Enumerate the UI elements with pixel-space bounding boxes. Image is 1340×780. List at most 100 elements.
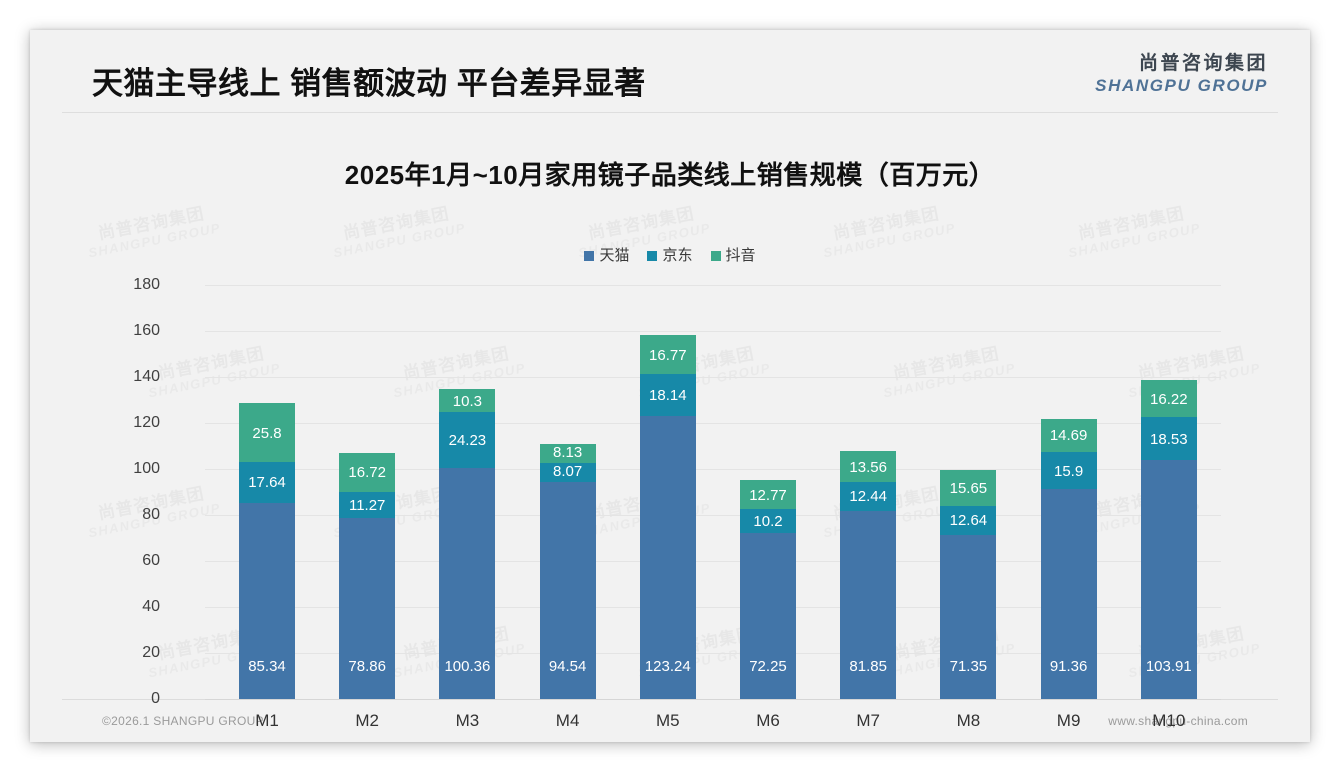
bar-segment-天猫[interactable]: 85.34: [239, 502, 295, 699]
x-axis-tick-label: M7: [856, 711, 880, 730]
bar-value-label: 17.64: [248, 474, 286, 492]
y-axis-tick-label: 120: [133, 414, 160, 431]
bar-segment-京东[interactable]: 18.14: [639, 373, 696, 416]
bar-segment-抖音[interactable]: 10.3: [439, 388, 496, 413]
y-axis-tick-label: 160: [133, 322, 160, 339]
bar-value-label: 16.72: [348, 464, 386, 482]
bar-value-label: 11.27: [348, 496, 386, 514]
bar-segment-京东[interactable]: 17.64: [239, 462, 295, 503]
bar-segment-抖音[interactable]: 15.65: [940, 469, 997, 506]
bar-value-label: 13.56: [849, 458, 887, 476]
bar-group-m10[interactable]: 103.91 18.53 16.22: [1140, 380, 1197, 699]
bar-segment-京东[interactable]: 11.27: [339, 491, 396, 518]
bar-group-m1[interactable]: 85.34 17.64 25.8: [239, 402, 295, 699]
bar-segment-天猫[interactable]: 91.36: [1040, 488, 1097, 699]
y-axis-tick-label: 100: [133, 460, 160, 477]
bar-segment-天猫[interactable]: 100.36: [439, 468, 496, 699]
bar-segment-天猫[interactable]: 94.54: [539, 481, 596, 699]
footer-website[interactable]: www.shangpu-china.com: [1108, 714, 1248, 728]
bar-value-label: 10.3: [452, 392, 482, 410]
bar-group-m6[interactable]: 72.25 10.2 12.77: [740, 480, 796, 699]
y-axis-tick-label: 80: [142, 506, 160, 523]
legend-label: 抖音: [725, 247, 756, 264]
bar-value-label: 15.65: [949, 479, 988, 497]
gridline: [205, 515, 1221, 516]
bar-value-label: 8.13: [552, 444, 583, 461]
chart-title: 2025年1月~10月家用镜子品类线上销售规模（百万元）: [344, 160, 996, 190]
gridline: [205, 331, 1221, 332]
bar-segment-抖音[interactable]: 16.77: [639, 335, 696, 374]
bar-segment-天猫[interactable]: 78.86: [339, 517, 396, 699]
logo-text-cn: 尚普咨询集团: [1138, 53, 1268, 74]
legend-label: 京东: [662, 247, 693, 264]
bar-segment-天猫[interactable]: 123.24: [639, 415, 696, 699]
bar-segment-抖音[interactable]: 25.8: [239, 402, 295, 463]
page-title: 天猫主导线上 销售额波动 平台差异显著: [92, 66, 646, 101]
bar-group-m9[interactable]: 91.36 15.9 14.69: [1040, 418, 1097, 699]
legend-swatch-icon: [584, 251, 595, 261]
x-axis-tick-label: M9: [1056, 711, 1081, 730]
bar-group-m8[interactable]: 71.35 12.64 15.65: [940, 469, 997, 699]
x-axis-tick-label: M5: [655, 711, 680, 730]
chart-container: 尚普咨询集团 SHANGPU GROUP 尚普咨询集团 SHANGPU GROUP 尚普…: [30, 114, 1310, 730]
legend-swatch-icon: [647, 251, 658, 261]
bar-value-label: 16.22: [1150, 390, 1188, 408]
bar-group-m5[interactable]: 123.24 18.14 16.77: [639, 335, 696, 699]
bar-value-label: 71.35: [949, 658, 988, 675]
bar-segment-抖音[interactable]: 16.22: [1140, 380, 1197, 418]
bar-segment-天猫[interactable]: 81.85: [840, 510, 897, 699]
bar-group-m2[interactable]: 78.86 11.27 16.72: [339, 453, 396, 699]
chart-legend: 天猫 京东 抖音: [30, 244, 1310, 265]
bar-segment-京东[interactable]: 24.23: [439, 412, 496, 469]
logo-text-en: SHANGPU GROUP: [1095, 76, 1268, 95]
x-axis-tick-label: M1: [255, 711, 279, 730]
x-axis-tick-label: M10: [1152, 711, 1186, 730]
bar-value-label: 25.8: [252, 424, 282, 442]
bar-segment-天猫[interactable]: 71.35: [940, 534, 997, 699]
gridline: [205, 653, 1221, 654]
bar-segment-京东[interactable]: 12.64: [940, 505, 997, 535]
bar-segment-抖音[interactable]: 14.69: [1040, 418, 1097, 453]
bar-value-label: 12.44: [849, 488, 887, 506]
bar-value-label: 85.34: [248, 658, 286, 675]
bar-segment-天猫[interactable]: 103.91: [1140, 460, 1197, 699]
bar-value-label: 72.25: [749, 658, 787, 675]
bar-group-m3[interactable]: 100.36 24.23 10.3: [439, 388, 496, 699]
slide-canvas: 天猫主导线上 销售额波动 平台差异显著 尚普咨询集团 SHANGPU GROUP…: [30, 30, 1310, 742]
bar-segment-抖音[interactable]: 13.56: [840, 450, 897, 483]
bar-segment-京东[interactable]: 18.53: [1140, 417, 1197, 461]
bar-value-label: 94.54: [548, 658, 587, 675]
bar-segment-京东[interactable]: 8.07: [539, 462, 596, 482]
bar-value-label: 8.07: [552, 462, 583, 480]
y-axis-tick-label: 0: [151, 690, 160, 707]
bar-segment-京东[interactable]: 15.9: [1040, 452, 1097, 489]
bar-segment-京东[interactable]: 12.44: [840, 482, 897, 511]
bar-segment-抖音[interactable]: 12.77: [740, 480, 796, 510]
footer-copyright: ©2026.1 SHANGPU GROUP: [102, 714, 264, 728]
bar-value-label: 100.36: [444, 658, 491, 675]
bar-value-label: 24.23: [448, 432, 487, 450]
bar-value-label: 123.24: [644, 658, 691, 675]
bar-segment-抖音[interactable]: 8.13: [539, 444, 596, 463]
slide-header: 天猫主导线上 销售额波动 平台差异显著 尚普咨询集团 SHANGPU GROUP: [30, 30, 1310, 112]
bar-value-label: 103.91: [1145, 658, 1192, 675]
bar-value-label: 10.2: [753, 513, 783, 531]
bar-group-m4[interactable]: 94.54 8.07 8.13: [539, 444, 596, 699]
x-axis-tick-label: M6: [756, 711, 780, 730]
plot-area: 180 160 140 120 100 80 60 40 20 0 85.34 17.64 25.8 M1…: [30, 114, 1310, 730]
gridline: [205, 423, 1221, 424]
gridline: [205, 607, 1221, 608]
legend-item-1[interactable]: 京东: [647, 244, 693, 265]
gridline: [205, 285, 1221, 286]
bar-segment-京东[interactable]: 10.2: [740, 509, 796, 533]
bar-value-label: 15.9: [1053, 462, 1084, 480]
bar-value-label: 12.77: [749, 486, 787, 504]
y-axis-tick-label: 60: [142, 552, 160, 569]
legend-item-2[interactable]: 抖音: [710, 244, 756, 265]
legend-label: 天猫: [599, 247, 630, 264]
x-axis-tick-label: M4: [555, 711, 580, 730]
bar-segment-天猫[interactable]: 72.25: [740, 532, 796, 699]
bar-group-m7[interactable]: 81.85 12.44 13.56: [840, 450, 897, 699]
bar-segment-抖音[interactable]: 16.72: [339, 453, 396, 492]
legend-item-0[interactable]: 天猫: [584, 244, 629, 265]
